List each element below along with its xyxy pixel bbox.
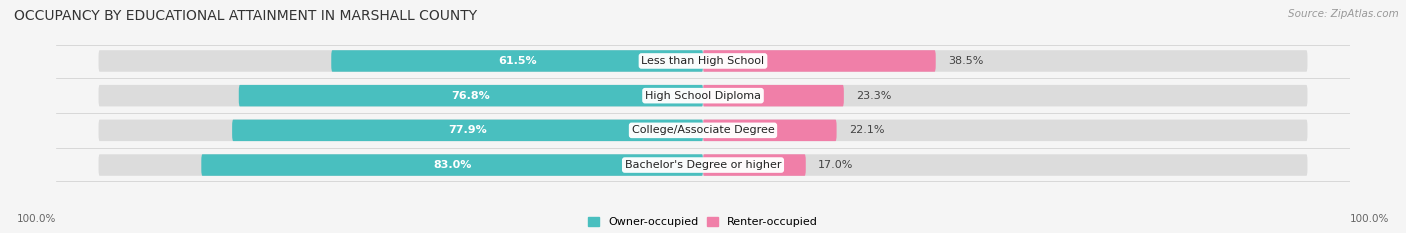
FancyBboxPatch shape: [98, 85, 1308, 106]
FancyBboxPatch shape: [703, 120, 837, 141]
FancyBboxPatch shape: [703, 50, 936, 72]
Legend: Owner-occupied, Renter-occupied: Owner-occupied, Renter-occupied: [588, 217, 818, 227]
FancyBboxPatch shape: [332, 50, 703, 72]
Text: Bachelor's Degree or higher: Bachelor's Degree or higher: [624, 160, 782, 170]
Text: 83.0%: 83.0%: [433, 160, 471, 170]
FancyBboxPatch shape: [703, 154, 806, 176]
Text: High School Diploma: High School Diploma: [645, 91, 761, 101]
Text: College/Associate Degree: College/Associate Degree: [631, 125, 775, 135]
FancyBboxPatch shape: [98, 154, 1308, 176]
Text: OCCUPANCY BY EDUCATIONAL ATTAINMENT IN MARSHALL COUNTY: OCCUPANCY BY EDUCATIONAL ATTAINMENT IN M…: [14, 9, 477, 23]
Text: 100.0%: 100.0%: [1350, 214, 1389, 224]
FancyBboxPatch shape: [703, 85, 844, 106]
Text: 61.5%: 61.5%: [498, 56, 537, 66]
FancyBboxPatch shape: [232, 120, 703, 141]
Text: 23.3%: 23.3%: [856, 91, 891, 101]
Text: 17.0%: 17.0%: [818, 160, 853, 170]
Text: 77.9%: 77.9%: [449, 125, 486, 135]
Text: 38.5%: 38.5%: [948, 56, 983, 66]
FancyBboxPatch shape: [98, 120, 1308, 141]
FancyBboxPatch shape: [201, 154, 703, 176]
FancyBboxPatch shape: [239, 85, 703, 106]
Text: Source: ZipAtlas.com: Source: ZipAtlas.com: [1288, 9, 1399, 19]
Text: 76.8%: 76.8%: [451, 91, 491, 101]
Text: 22.1%: 22.1%: [849, 125, 884, 135]
FancyBboxPatch shape: [98, 50, 1308, 72]
Text: 100.0%: 100.0%: [17, 214, 56, 224]
Text: Less than High School: Less than High School: [641, 56, 765, 66]
